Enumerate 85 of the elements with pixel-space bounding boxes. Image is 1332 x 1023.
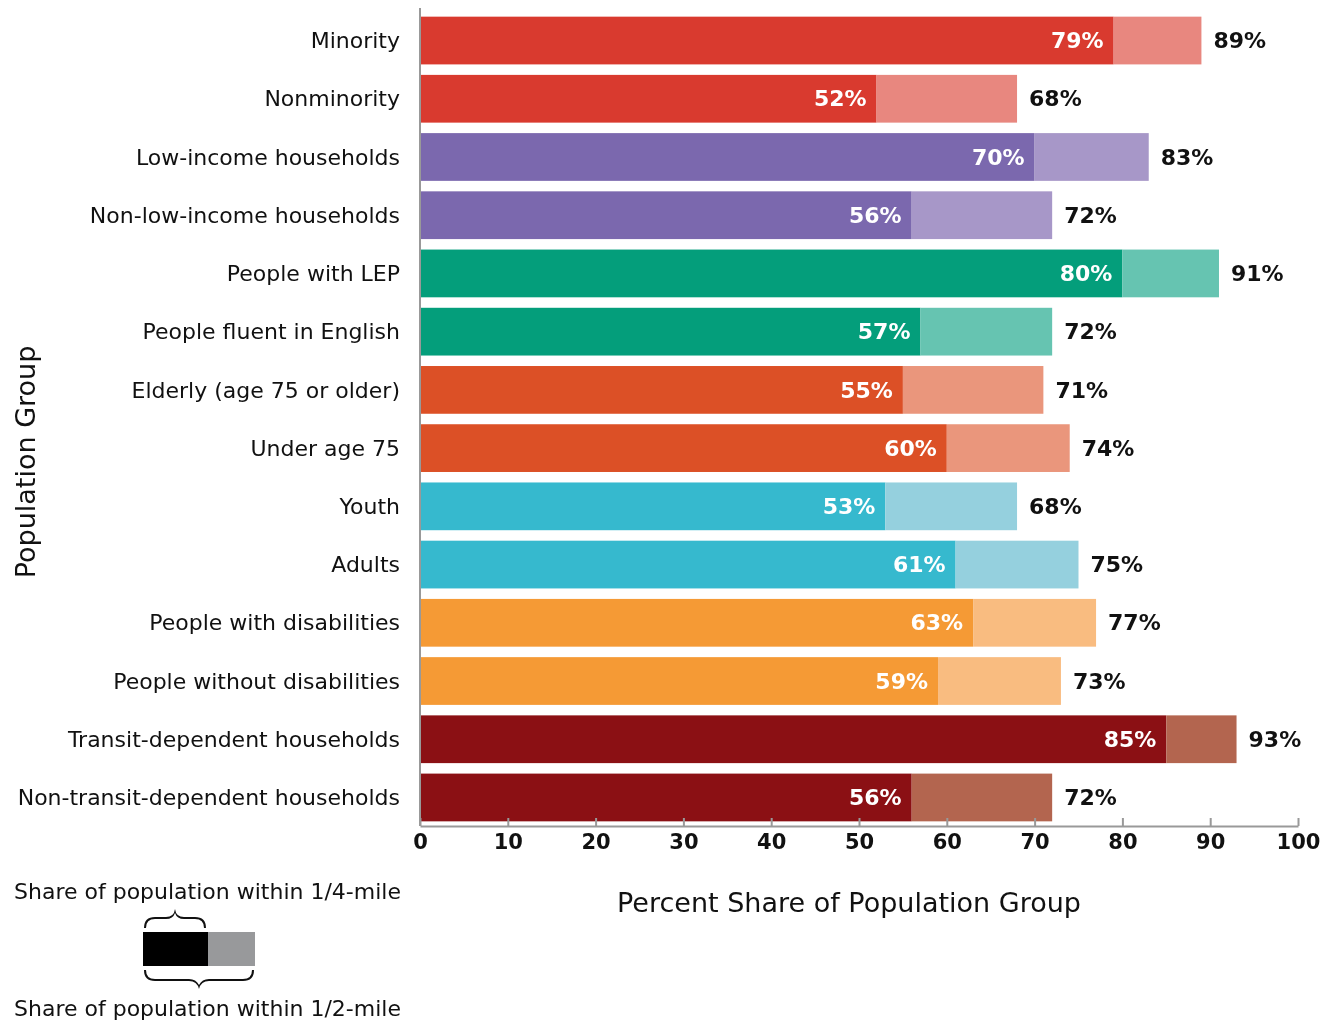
x-tick-label: 0 <box>413 829 428 854</box>
bar <box>420 191 912 240</box>
bar <box>420 540 956 589</box>
bar <box>420 366 903 414</box>
data-label: 61% <box>892 552 946 578</box>
total-label: 68% <box>1029 86 1082 112</box>
y-tick-label: Non-low-income households <box>89 202 400 228</box>
data-label: 70% <box>971 144 1025 170</box>
text: Share of population within 1/2-mile <box>14 996 401 1021</box>
y-tick-label: Adults <box>331 552 400 578</box>
y-tick-label: People with disabilities <box>149 610 400 636</box>
total-label: 72% <box>1064 319 1117 345</box>
y-tick-label: Elderly (age 75 or older) <box>131 377 400 403</box>
text: Share of population within 1/4-mile <box>14 879 401 904</box>
y-tick-label: Nonminority <box>264 86 400 112</box>
bar <box>420 715 1167 764</box>
x-tick-label: 60 <box>932 829 962 854</box>
bar <box>911 773 1053 822</box>
x-tick-label: 100 <box>1276 829 1321 854</box>
total-label: 83% <box>1160 144 1214 170</box>
x-tick-label: 40 <box>757 829 787 854</box>
data-label: 63% <box>910 610 964 636</box>
bar <box>911 191 1053 240</box>
bar <box>420 249 1123 298</box>
bar <box>885 482 1018 531</box>
bar <box>420 74 877 123</box>
bar <box>420 773 912 822</box>
bar <box>946 424 1070 472</box>
data-label: 59% <box>875 668 929 694</box>
bar <box>920 307 1053 356</box>
y-axis-title: Population Group <box>10 345 41 579</box>
bar <box>420 424 947 472</box>
bar <box>420 598 974 647</box>
y-tick-label: Youth <box>338 494 400 520</box>
y-tick-label: Transit-dependent households <box>66 726 400 752</box>
bar <box>1034 133 1149 181</box>
total-label: 75% <box>1090 552 1144 578</box>
y-tick-label: Low-income households <box>135 144 400 170</box>
bar <box>420 307 921 356</box>
data-label: 80% <box>1059 261 1113 287</box>
total-label: 68% <box>1029 494 1082 520</box>
total-label: 77% <box>1108 610 1161 636</box>
bar <box>1166 715 1237 764</box>
bar <box>420 133 1035 181</box>
x-tick-label: 70 <box>1020 829 1050 854</box>
x-tick-label: 30 <box>669 829 699 854</box>
bar <box>876 74 1018 123</box>
bar <box>420 657 939 705</box>
data-label: 56% <box>849 202 902 228</box>
data-label: 52% <box>813 86 867 112</box>
data-label: 85% <box>1103 726 1157 752</box>
data-label: 60% <box>884 435 937 461</box>
bar <box>1113 16 1202 65</box>
bar <box>902 366 1044 414</box>
bar <box>1122 249 1219 298</box>
x-tick-label: 10 <box>493 829 523 854</box>
bar <box>955 540 1079 589</box>
bar <box>420 482 886 531</box>
total-label: 93% <box>1248 726 1302 752</box>
x-tick-label: 90 <box>1196 829 1226 854</box>
x-tick-label: 80 <box>1108 829 1138 854</box>
y-tick-label: Non-transit-dependent households <box>17 785 400 811</box>
x-tick-label: 20 <box>581 829 611 854</box>
y-tick-label: People with LEP <box>226 261 400 287</box>
bar <box>938 657 1061 705</box>
total-label: 72% <box>1064 785 1117 811</box>
data-label: 57% <box>857 319 911 345</box>
data-label: 53% <box>822 494 876 520</box>
y-tick-label: Minority <box>310 28 400 54</box>
y-tick-label: Under age 75 <box>250 435 400 461</box>
total-label: 72% <box>1064 202 1117 228</box>
total-label: 91% <box>1230 261 1284 287</box>
data-label: 56% <box>849 785 902 811</box>
total-label: 89% <box>1213 28 1267 54</box>
total-label: 73% <box>1072 668 1126 694</box>
y-tick-label: People without disabilities <box>113 668 400 694</box>
total-label: 71% <box>1055 377 1109 403</box>
data-label: 79% <box>1050 28 1104 54</box>
data-label: 55% <box>840 377 893 403</box>
y-tick-label: People fluent in English <box>142 319 400 345</box>
x-axis-title: Percent Share of Population Group <box>617 887 1081 918</box>
x-tick-label: 50 <box>844 829 875 854</box>
bar <box>420 16 1114 65</box>
total-label: 74% <box>1081 435 1135 461</box>
bar <box>973 598 1097 647</box>
